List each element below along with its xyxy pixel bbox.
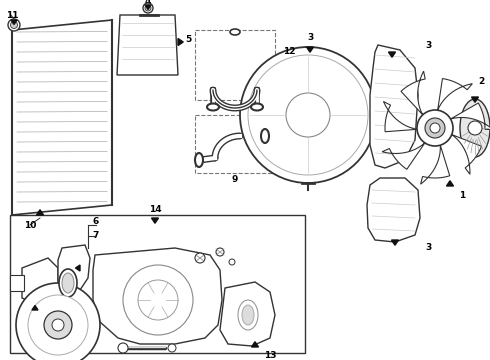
Circle shape [8, 19, 20, 31]
Polygon shape [12, 20, 112, 215]
Circle shape [168, 344, 176, 352]
Text: 10: 10 [24, 220, 36, 230]
Circle shape [44, 311, 72, 339]
Polygon shape [382, 143, 425, 169]
Polygon shape [58, 245, 90, 292]
Polygon shape [367, 178, 420, 242]
Polygon shape [151, 218, 158, 223]
Text: 1: 1 [459, 190, 465, 199]
Text: 3: 3 [425, 243, 431, 252]
Polygon shape [32, 306, 38, 310]
Polygon shape [22, 258, 58, 308]
Circle shape [248, 55, 368, 175]
Text: 6: 6 [93, 217, 99, 226]
Polygon shape [471, 97, 479, 102]
Polygon shape [420, 145, 450, 184]
Ellipse shape [207, 104, 219, 111]
Polygon shape [384, 102, 417, 132]
Polygon shape [452, 135, 482, 174]
Circle shape [52, 319, 64, 331]
Polygon shape [401, 71, 425, 115]
Circle shape [195, 253, 205, 263]
Text: 5: 5 [185, 36, 191, 45]
Polygon shape [370, 45, 418, 168]
Polygon shape [93, 248, 222, 344]
Polygon shape [389, 52, 395, 57]
Circle shape [417, 110, 453, 146]
Circle shape [468, 121, 482, 135]
Polygon shape [446, 181, 454, 186]
Polygon shape [11, 20, 17, 24]
Ellipse shape [238, 300, 258, 330]
FancyBboxPatch shape [10, 215, 305, 353]
Polygon shape [438, 78, 472, 110]
Circle shape [28, 295, 88, 355]
Polygon shape [451, 103, 490, 130]
Polygon shape [178, 39, 183, 45]
Ellipse shape [251, 104, 263, 111]
Text: 3: 3 [307, 33, 313, 42]
Ellipse shape [230, 29, 240, 35]
Ellipse shape [195, 153, 203, 167]
Ellipse shape [59, 269, 77, 297]
Ellipse shape [242, 305, 254, 325]
Polygon shape [36, 210, 44, 215]
Polygon shape [220, 282, 275, 346]
Ellipse shape [261, 129, 269, 143]
Text: 13: 13 [264, 351, 276, 360]
Circle shape [10, 22, 18, 28]
Polygon shape [75, 265, 80, 271]
Polygon shape [145, 5, 151, 9]
Circle shape [425, 118, 445, 138]
FancyBboxPatch shape [195, 30, 275, 100]
Ellipse shape [62, 273, 74, 293]
Text: 7: 7 [93, 230, 99, 239]
Text: 14: 14 [148, 206, 161, 215]
Text: 9: 9 [232, 175, 238, 184]
Polygon shape [251, 342, 259, 347]
Text: 11: 11 [6, 10, 19, 19]
Circle shape [229, 259, 235, 265]
Text: 2: 2 [478, 77, 484, 86]
Ellipse shape [460, 99, 490, 157]
Circle shape [16, 283, 100, 360]
Polygon shape [117, 15, 178, 75]
Polygon shape [392, 240, 398, 245]
Polygon shape [307, 47, 314, 52]
FancyBboxPatch shape [10, 275, 24, 291]
Circle shape [145, 5, 151, 11]
Text: 8: 8 [19, 315, 25, 324]
Circle shape [143, 3, 153, 13]
Circle shape [240, 47, 376, 183]
Circle shape [138, 280, 178, 320]
Circle shape [430, 123, 440, 133]
Text: 12: 12 [283, 48, 295, 57]
FancyBboxPatch shape [195, 115, 275, 173]
Circle shape [286, 93, 330, 137]
Text: 4: 4 [145, 0, 151, 5]
Circle shape [216, 248, 224, 256]
Text: 3: 3 [425, 40, 431, 49]
Circle shape [123, 265, 193, 335]
Circle shape [118, 343, 128, 353]
